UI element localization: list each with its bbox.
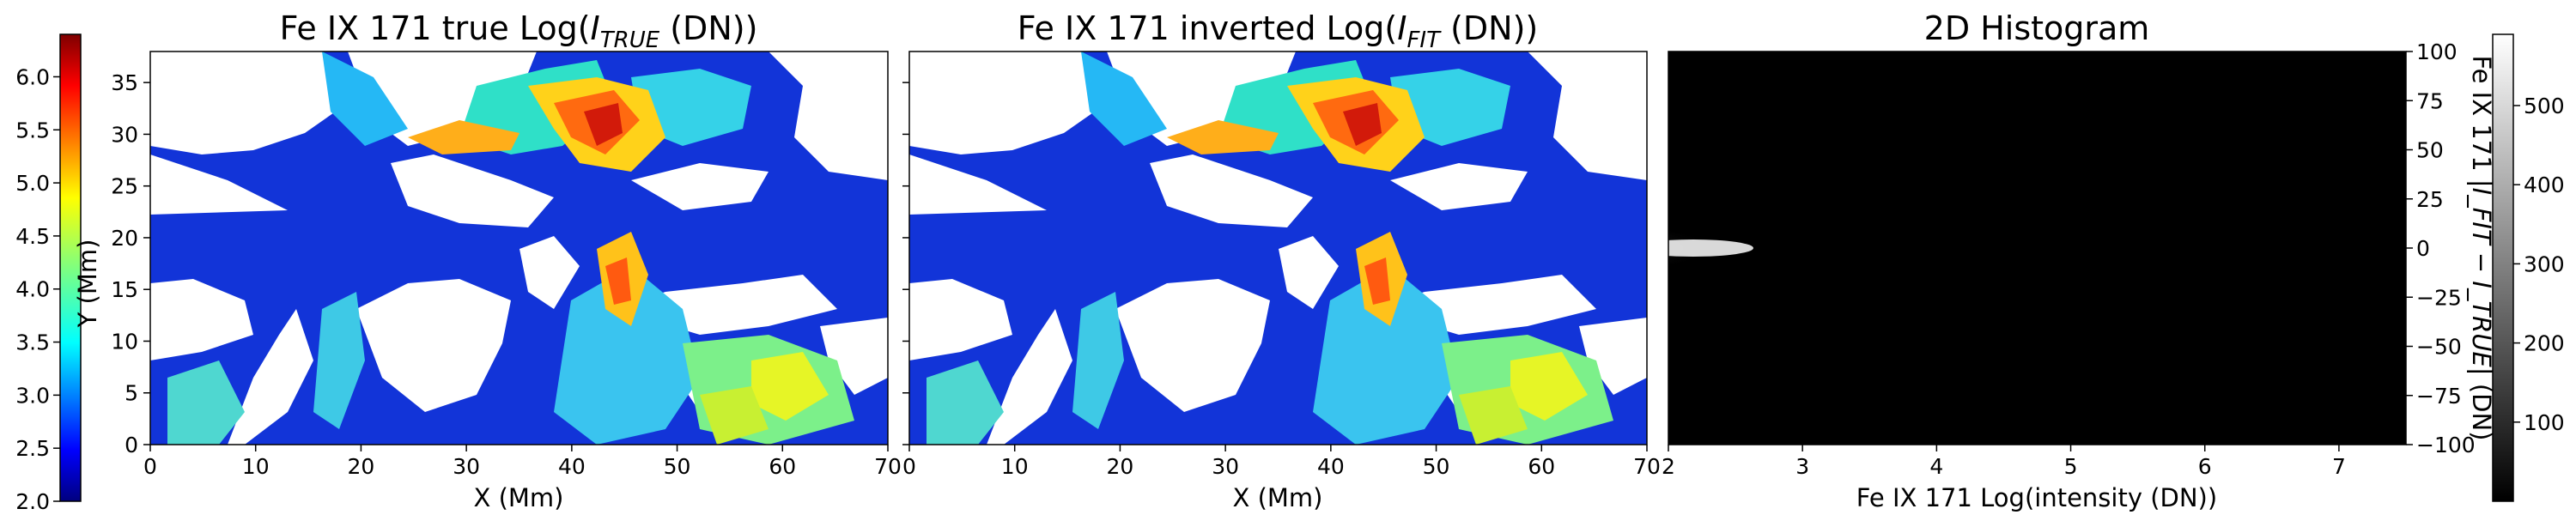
colorbar-tick-label: 5.5 — [15, 118, 50, 142]
colorbar-tick-label: 6.0 — [15, 64, 50, 89]
y-tick-label: 75 — [2416, 88, 2444, 113]
y-tick-label: −50 — [2416, 335, 2462, 360]
panel2-x-axis-label: X (Mm) — [1233, 483, 1323, 512]
y-tick-label: −75 — [2416, 384, 2462, 409]
left-colorbar-gradient — [59, 33, 82, 502]
right-colorbar-ticks: 100 200 300 400 500 — [2513, 94, 2565, 435]
x-tick-label: 3 — [1795, 454, 1809, 479]
panel1-title: Fe IX 171 true Log(ITRUE (DN)) — [280, 9, 758, 53]
x-tick-label: 70 — [1633, 454, 1661, 479]
y-tick-label: 5 — [125, 381, 138, 406]
y-tick-label: 0 — [125, 433, 138, 457]
x-tick-label: 6 — [2198, 454, 2212, 479]
panel1-x-axis-label: X (Mm) — [474, 483, 564, 512]
panel-true-intensity: Fe IX 171 true Log(ITRUE (DN)) 0 10 20 30 40… — [111, 9, 902, 512]
y-tick-label: −25 — [2416, 285, 2462, 310]
x-tick-label: 4 — [1929, 454, 1943, 479]
colorbar-tick-label: 3.5 — [15, 330, 50, 355]
x-tick-label: 40 — [558, 454, 586, 479]
x-tick-label: 50 — [664, 454, 691, 479]
x-tick-label: 30 — [453, 454, 480, 479]
y-tick-label: 15 — [111, 277, 138, 302]
x-tick-label: 60 — [769, 454, 796, 479]
y-tick-label: 20 — [111, 226, 138, 251]
x-tick-label: 20 — [1107, 454, 1134, 479]
panel3-x-axis-label: Fe IX 171 Log(intensity (DN)) — [1856, 483, 2217, 512]
right-colorbar: 100 200 300 400 500 — [2492, 33, 2565, 502]
colorbar-tick-label: 2.5 — [15, 436, 50, 461]
x-tick-label: 30 — [1212, 454, 1239, 479]
panel3-title: 2D Histogram — [1924, 9, 2150, 47]
left-colorbar-label: Y (Mm) — [73, 239, 102, 329]
y-tick-label: 10 — [111, 329, 138, 354]
x-tick-label: 0 — [143, 454, 157, 479]
colorbar-tick-label: 2.0 — [15, 489, 50, 514]
x-tick-label: 7 — [2332, 454, 2346, 479]
x-tick-label: 40 — [1317, 454, 1345, 479]
panel2-axes-frame — [908, 51, 1648, 445]
left-colorbar-ticks: 2.0 2.5 3.0 3.5 4.0 4.5 5.0 5.5 6.0 — [15, 64, 60, 514]
x-tick-label: 5 — [2064, 454, 2078, 479]
y-tick-label: 30 — [111, 122, 138, 147]
x-tick-label: 10 — [1001, 454, 1029, 479]
y-tick-label: −100 — [2416, 433, 2476, 457]
histogram-density-core — [1668, 239, 1753, 257]
y-tick-label: 50 — [2416, 138, 2444, 163]
x-tick-label: 70 — [874, 454, 902, 479]
panel-2d-histogram: 2D Histogram 2 3 4 5 6 7 100 75 50 25 0 −25 −50 −75 −… — [1662, 9, 2496, 512]
colorbar-tick-label: 100 — [2524, 410, 2565, 435]
panel1-x-ticks: 0 10 20 30 40 50 60 70 — [143, 445, 902, 479]
panel2-intensity-map — [909, 51, 1647, 445]
x-tick-label: 50 — [1423, 454, 1450, 479]
colorbar-tick-label: 4.0 — [15, 277, 50, 302]
y-tick-label: 0 — [2416, 236, 2430, 261]
colorbar-tick-label: 4.5 — [15, 224, 50, 249]
x-tick-label: 0 — [902, 454, 916, 479]
histogram-density-peak — [1668, 217, 1919, 279]
panel-inverted-intensity: Fe IX 171 inverted Log(IFIT (DN)) 0 10 20 3… — [902, 9, 1661, 512]
panel1-axes-frame — [149, 51, 889, 445]
panel3-y-axis-label: Fe IX 171 |I_FIT − I_TRUE| (DN) — [2467, 56, 2496, 441]
panel1-intensity-map — [150, 51, 888, 445]
left-colorbar: 2.0 2.5 3.0 3.5 4.0 4.5 5.0 5.5 6.0 Y (Mm) — [15, 33, 102, 514]
colorbar-tick-label: 200 — [2524, 331, 2565, 356]
colorbar-tick-label: 300 — [2524, 251, 2565, 276]
colorbar-tick-label: 5.0 — [15, 171, 50, 196]
right-colorbar-gradient — [2492, 33, 2514, 502]
x-tick-label: 10 — [242, 454, 270, 479]
x-tick-label: 20 — [348, 454, 375, 479]
panel3-x-ticks: 2 3 4 5 6 7 — [1662, 445, 2346, 479]
y-tick-label: 25 — [2416, 187, 2444, 212]
panel2-x-ticks: 0 10 20 30 40 50 60 70 — [902, 445, 1661, 479]
y-tick-label: 35 — [111, 70, 138, 95]
colorbar-tick-label: 3.0 — [15, 383, 50, 408]
panel2-y-tickmarks — [902, 82, 909, 445]
panel2-title: Fe IX 171 inverted Log(IFIT (DN)) — [1018, 9, 1538, 53]
y-tick-label: 25 — [111, 174, 138, 199]
colorbar-tick-label: 500 — [2524, 94, 2565, 118]
colorbar-tick-label: 400 — [2524, 173, 2565, 197]
y-tick-label: 100 — [2416, 39, 2458, 64]
x-tick-label: 60 — [1528, 454, 1555, 479]
panel1-y-ticks: 0 5 10 15 20 25 30 35 — [111, 70, 150, 457]
x-tick-label: 2 — [1662, 454, 1675, 479]
panel3-y-ticks: 100 75 50 25 0 −25 −50 −75 −100 — [2406, 39, 2476, 457]
